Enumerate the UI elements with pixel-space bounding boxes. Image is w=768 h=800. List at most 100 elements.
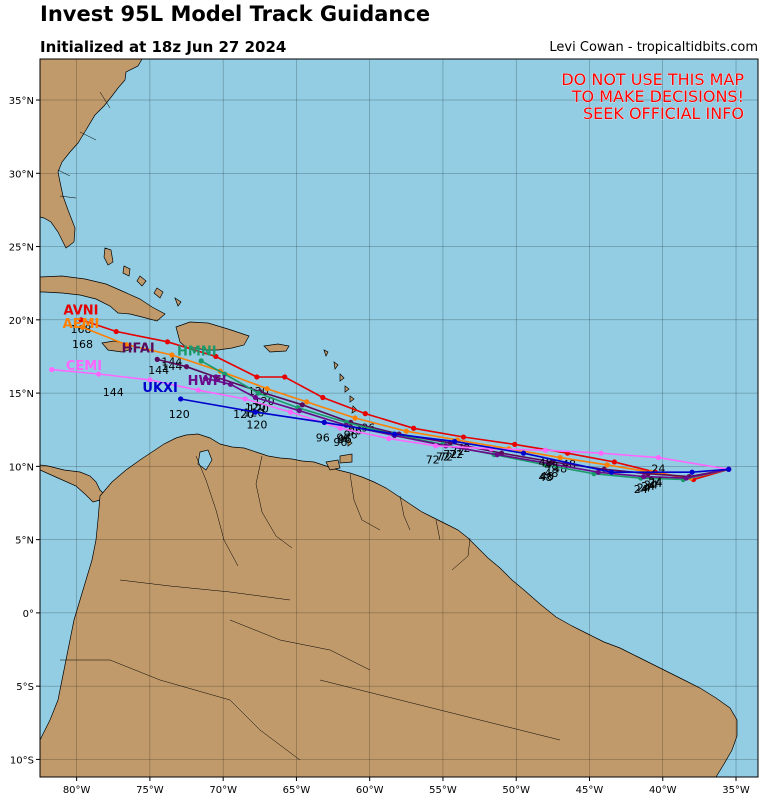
- lat-tick-label: 5°N: [15, 536, 34, 547]
- track-point: [512, 441, 518, 447]
- lesser-antilles: [323, 349, 358, 464]
- lon-tick-label: 80°W: [63, 785, 91, 796]
- track-point: [403, 428, 409, 434]
- forecast-hour-label: 120: [169, 408, 190, 421]
- track-point: [178, 396, 184, 402]
- init-time-subtitle: Initialized at 18z Jun 27 2024: [40, 38, 287, 56]
- forecast-hour-label: 48: [539, 457, 553, 470]
- track-point: [213, 353, 219, 360]
- track-point: [147, 377, 153, 383]
- track-point: [154, 356, 160, 362]
- model-name-label: HMNI: [177, 345, 217, 360]
- track-point: [78, 317, 84, 323]
- track-point: [386, 435, 392, 442]
- track-point: [608, 469, 615, 475]
- forecast-hour-label: 24: [648, 476, 662, 489]
- forecast-hour-label: 72: [436, 451, 450, 464]
- track-point: [242, 396, 248, 402]
- lat-tick-label: 10°N: [9, 462, 34, 473]
- track-point: [611, 459, 618, 465]
- track-point: [164, 339, 171, 345]
- model-name-label: AEMI: [63, 317, 100, 332]
- forecast-hour-label: 120: [246, 418, 267, 431]
- forecast-hour-label: 24: [651, 462, 665, 475]
- track-ukxi: 24 48 72 96 120 120 UKXI: [142, 381, 732, 489]
- track-point: [169, 352, 175, 358]
- track-point: [655, 454, 661, 461]
- plot-frame: [39, 58, 759, 778]
- track-point: [433, 443, 439, 449]
- track-point: [604, 462, 610, 468]
- country-border: [435, 519, 441, 541]
- lon-tick-label: 70°W: [209, 785, 237, 796]
- cuba: [40, 275, 166, 322]
- track-point: [598, 450, 604, 456]
- track-point: [79, 324, 86, 330]
- track-point: [123, 342, 130, 348]
- lat-tick-label: 25°N: [9, 243, 34, 254]
- lon-tick-label: 75°W: [136, 785, 164, 796]
- track-point: [287, 409, 294, 415]
- forecast-hour-label: 48: [539, 471, 553, 484]
- track-point: [726, 466, 732, 472]
- lon-tick-label: 55°W: [429, 785, 457, 796]
- track-point: [254, 374, 260, 380]
- lat-tick-label: 35°N: [9, 96, 34, 107]
- track-point: [222, 371, 228, 377]
- lat-tick-label: 20°N: [9, 316, 34, 327]
- north-america-landmass: [40, 59, 143, 249]
- forecast-hour-label: 48: [540, 470, 554, 483]
- lon-tick-label: 45°W: [576, 785, 604, 796]
- bahamas: [103, 247, 182, 307]
- forecast-hour-label: 72: [443, 448, 457, 461]
- track-point: [352, 415, 358, 421]
- track-point: [49, 367, 55, 373]
- forecast-hour-label: 48: [544, 459, 558, 472]
- track-point: [198, 358, 204, 364]
- track-point: [542, 447, 549, 453]
- forecast-hour-label: 96: [336, 432, 350, 445]
- track-point: [557, 454, 563, 461]
- forecast-hour-label: 72: [439, 451, 453, 464]
- country-border: [195, 455, 239, 567]
- track-point: [411, 425, 417, 431]
- model-tracks: 24487296120144168AVNI24487296120144168AE…: [49, 304, 732, 496]
- model-name-label: AVNI: [64, 304, 99, 319]
- forecast-hour-label: 96: [333, 436, 347, 449]
- forecast-hour-label: 24: [648, 477, 662, 490]
- lat-tick-label: 0°: [23, 609, 34, 620]
- central-america: [40, 464, 107, 503]
- track-point: [362, 411, 368, 417]
- forecast-hour-label: 72: [426, 454, 440, 467]
- forecast-hour-label: 96: [338, 433, 352, 446]
- lat-tick-label: 30°N: [9, 169, 34, 180]
- forecast-hour-label: 144: [148, 364, 169, 377]
- track-point: [113, 328, 119, 335]
- lon-tick-label: 60°W: [356, 785, 384, 796]
- track-point: [494, 452, 500, 458]
- model-name-label: CEMI: [66, 359, 102, 374]
- forecast-hour-label: 24: [641, 480, 655, 493]
- trinidad: [325, 459, 341, 471]
- track-point: [304, 399, 310, 405]
- lat-tick-label: 5°S: [16, 682, 34, 693]
- land-layer: [40, 59, 738, 777]
- puerto-rico: [263, 343, 290, 353]
- country-border: [229, 619, 371, 671]
- country-border: [119, 579, 291, 601]
- lon-tick-label: 50°W: [502, 785, 530, 796]
- forecast-hour-label: 168: [71, 323, 92, 336]
- track-line: [80, 319, 729, 481]
- track-point: [264, 386, 270, 392]
- track-point: [452, 438, 458, 445]
- forecast-hour-label: 144: [103, 386, 124, 399]
- track-line: [51, 368, 729, 471]
- lat-tick-label: 10°S: [10, 755, 34, 766]
- track-point: [337, 425, 343, 431]
- track-point: [460, 434, 467, 440]
- track-point: [299, 402, 305, 408]
- country-border: [60, 659, 301, 761]
